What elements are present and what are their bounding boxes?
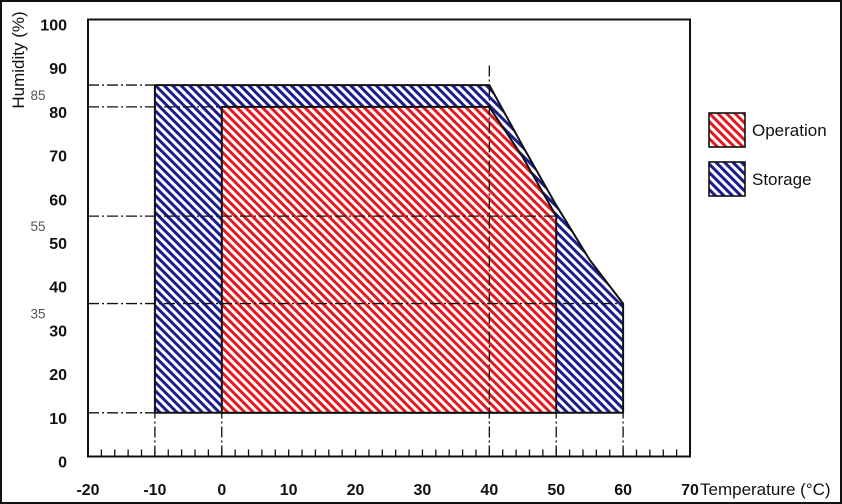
x-tick-label: -20: [76, 482, 99, 499]
y-tick-label: 30: [49, 323, 67, 340]
x-axis-title: Temperature (°C): [700, 480, 831, 499]
y-tick-label: 60: [49, 192, 67, 209]
x-tick-label: 0: [217, 482, 226, 499]
tick-labels: -20 -10 0 10 20 30 40 50 60 70 0 10 20 30 40 50 60 70 80 90…: [30, 18, 699, 500]
legend-item-operation: Operation: [708, 112, 827, 148]
y-tick-label: 90: [49, 61, 67, 78]
y-tick-label: 20: [49, 367, 67, 384]
x-tick-label: 70: [681, 482, 699, 499]
y-tick-label: 100: [40, 18, 67, 35]
reference-guides: [88, 63, 624, 457]
x-tick-label: 40: [480, 482, 498, 499]
y-tick-label: 10: [49, 411, 67, 428]
regions: [153, 84, 625, 414]
x-tick-label: 60: [614, 482, 632, 499]
y-tick-label: 0: [58, 455, 67, 472]
legend-swatch-operation: [708, 112, 746, 148]
legend: Operation Storage: [708, 112, 827, 197]
y-tick-label: 40: [49, 280, 67, 297]
legend-swatch-storage: [708, 161, 746, 197]
x-tick-label: 50: [547, 482, 565, 499]
y-reference-label: 55: [30, 219, 45, 234]
x-tick-label: 30: [414, 482, 432, 499]
y-axis-title: Humidity (%): [9, 11, 28, 108]
y-reference-label: 35: [30, 307, 45, 322]
legend-item-storage: Storage: [708, 161, 812, 197]
operation-region: [220, 105, 558, 414]
x-tick-label: 10: [280, 482, 298, 499]
legend-label-operation: Operation: [752, 121, 827, 140]
y-tick-label: 50: [49, 236, 67, 253]
y-tick-label: 80: [49, 105, 67, 122]
legend-label-storage: Storage: [752, 170, 812, 189]
x-tick-label: 20: [347, 482, 365, 499]
axes: [87, 18, 691, 458]
y-reference-label: 85: [30, 88, 45, 103]
plot-frame: [87, 18, 691, 458]
x-tick-label: -10: [143, 482, 166, 499]
y-tick-label: 70: [49, 149, 67, 166]
